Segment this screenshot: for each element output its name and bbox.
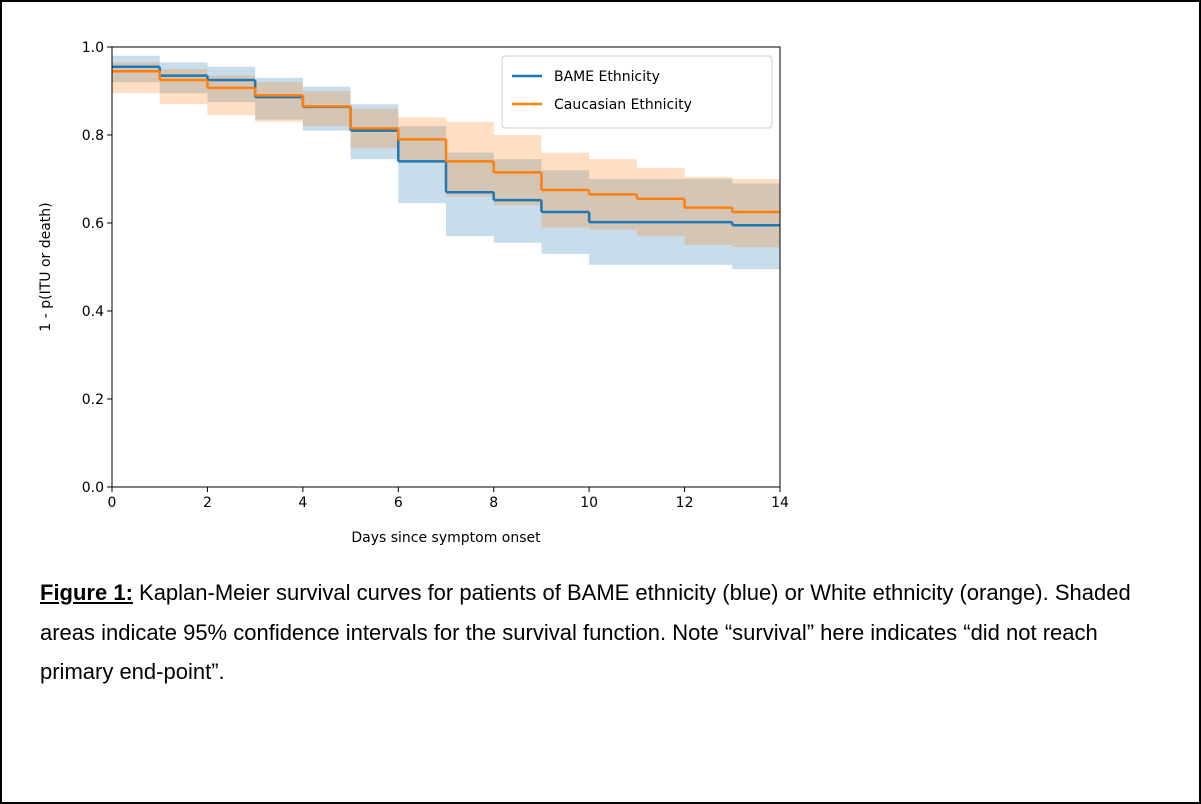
x-tick-label: 8: [489, 495, 498, 511]
y-tick-label: 0.4: [82, 304, 104, 320]
confidence-band: [255, 77, 303, 120]
chart: Days since symptom onset 1 - p(ITU or de…: [38, 40, 789, 546]
x-tick-label: 12: [676, 495, 694, 511]
x-tick-label: 10: [580, 495, 598, 511]
x-tick-label: 2: [203, 495, 212, 511]
y-axis-label: 1 - p(ITU or death): [38, 202, 54, 331]
legend-box: [501, 55, 773, 129]
confidence-band: [493, 135, 542, 206]
x-tick-label: 6: [394, 495, 403, 511]
confidence-band: [302, 91, 351, 127]
legend-label: BAME Ethnicity: [554, 69, 660, 85]
confidence-band: [255, 82, 303, 122]
legend-label: Caucasian Ethnicity: [554, 97, 692, 113]
confidence-band: [684, 176, 733, 245]
x-axis-label: Days since symptom onset: [351, 530, 541, 546]
plot-frame: [111, 46, 781, 488]
confidence-band: [159, 69, 208, 105]
caption-label: Figure 1:: [40, 580, 133, 605]
x-tick-label: 14: [771, 495, 789, 511]
confidence-band: [207, 75, 256, 116]
confidence-band: [636, 168, 685, 237]
confidence-band: [302, 86, 351, 131]
y-tick-label: 0.8: [82, 128, 104, 144]
y-tick-label: 0.0: [82, 480, 104, 496]
confidence-band: [446, 121, 494, 197]
confidence-band: [446, 152, 494, 237]
y-tick-label: 1.0: [82, 40, 104, 56]
caption-text: Kaplan-Meier survival curves for patient…: [40, 580, 1131, 684]
confidence-band: [159, 62, 208, 94]
confidence-band: [112, 55, 160, 83]
x-tick-label: 4: [298, 495, 307, 511]
confidence-band: [207, 66, 256, 102]
caption: Figure 1: Kaplan-Meier survival curves f…: [40, 573, 1160, 692]
y-tick-label: 0.2: [82, 392, 104, 408]
y-tick-label: 0.6: [82, 216, 104, 232]
x-tick-label: 0: [108, 495, 117, 511]
